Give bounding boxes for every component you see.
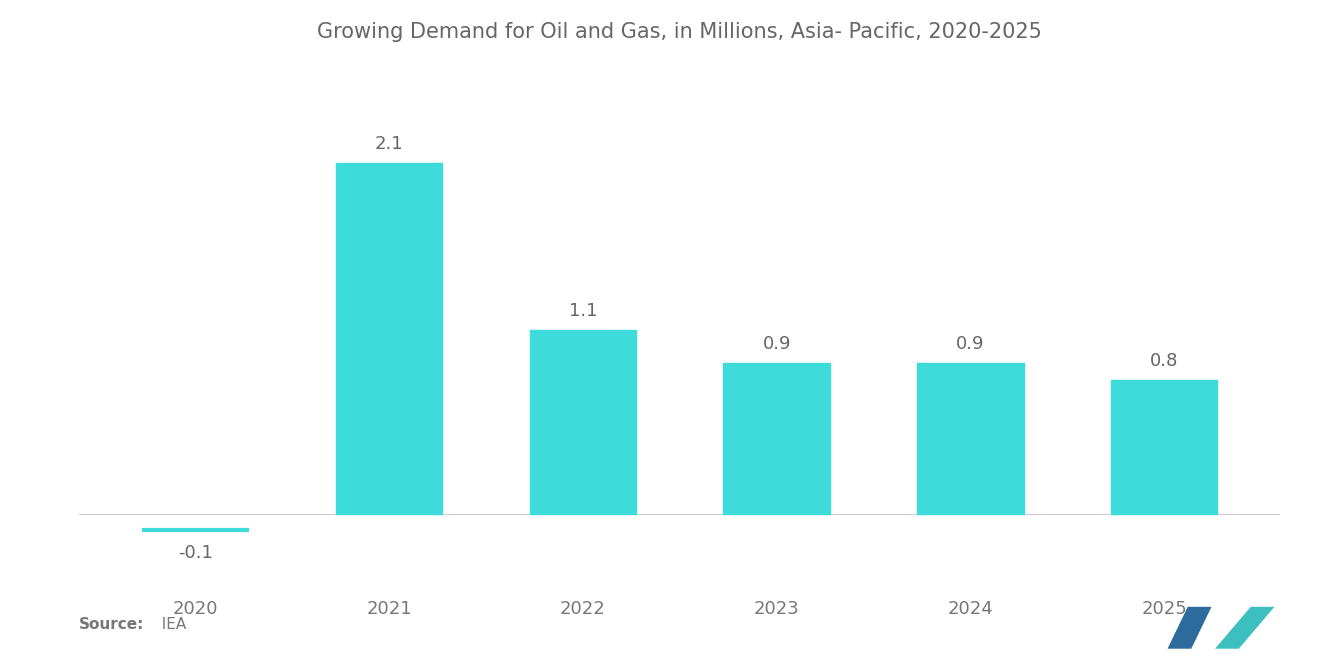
Text: 2.1: 2.1 — [375, 135, 404, 153]
Bar — [1111, 380, 1217, 513]
Text: 0.9: 0.9 — [956, 335, 985, 353]
Text: 0.8: 0.8 — [1150, 352, 1179, 370]
Text: IEA: IEA — [152, 616, 186, 632]
Bar — [335, 163, 442, 513]
Text: 1.1: 1.1 — [569, 302, 597, 320]
Bar — [529, 330, 636, 513]
Text: -0.1: -0.1 — [178, 543, 213, 561]
Polygon shape — [1214, 606, 1274, 649]
Bar — [917, 363, 1024, 513]
Text: 0.9: 0.9 — [763, 335, 791, 353]
Text: Source:: Source: — [79, 616, 145, 632]
Title: Growing Demand for Oil and Gas, in Millions, Asia- Pacific, 2020-2025: Growing Demand for Oil and Gas, in Milli… — [317, 22, 1043, 42]
Bar — [723, 363, 830, 513]
Polygon shape — [1167, 606, 1212, 649]
